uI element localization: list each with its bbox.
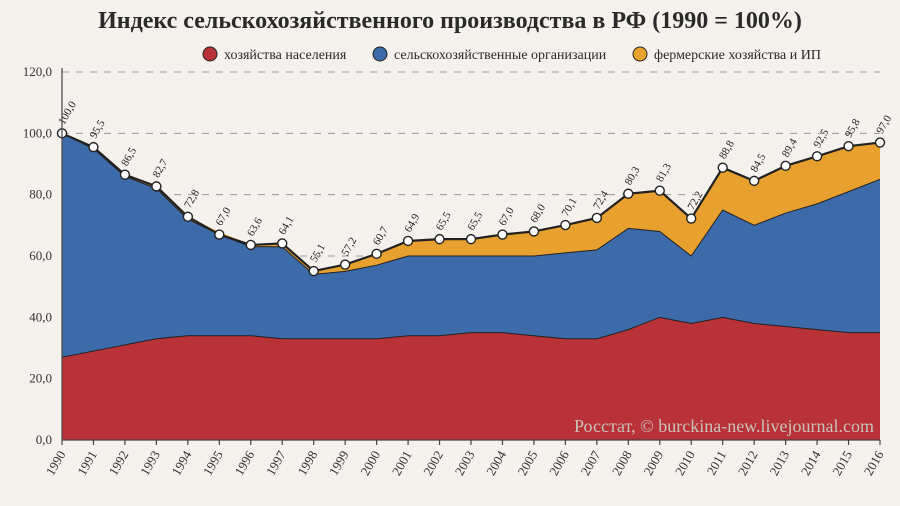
y-tick-label: 0,0 (36, 432, 52, 447)
legend-dot-orgs (373, 47, 387, 61)
watermark: Росстат, © burckina-new.livejournal.com (574, 416, 874, 436)
total-marker (781, 161, 790, 170)
total-marker (718, 163, 727, 172)
legend-dot-farms (633, 47, 647, 61)
y-tick-label: 60,0 (29, 248, 52, 263)
total-marker (246, 240, 255, 249)
total-marker (120, 170, 129, 179)
total-marker (89, 143, 98, 152)
total-marker (152, 182, 161, 191)
total-marker (529, 227, 538, 236)
total-marker (750, 176, 759, 185)
total-marker (183, 212, 192, 221)
total-marker (309, 267, 318, 276)
y-tick-label: 120,0 (23, 64, 52, 79)
legend-dot-households (203, 47, 217, 61)
total-marker (592, 213, 601, 222)
total-marker (813, 152, 822, 161)
total-marker (561, 221, 570, 230)
y-tick-label: 80,0 (29, 187, 52, 202)
y-tick-label: 40,0 (29, 309, 52, 324)
total-marker (341, 260, 350, 269)
total-marker (435, 235, 444, 244)
legend-label-households: хозяйства населения (224, 48, 347, 63)
total-marker (624, 189, 633, 198)
total-marker (278, 239, 287, 248)
total-marker (876, 138, 885, 147)
legend-label-orgs: сельскохозяйственные организации (394, 48, 607, 63)
total-marker (467, 235, 476, 244)
y-tick-label: 20,0 (29, 371, 52, 386)
total-marker (372, 249, 381, 258)
legend-label-farms: фермерские хозяйства и ИП (654, 48, 821, 63)
y-tick-label: 100,0 (23, 125, 52, 140)
total-marker (687, 214, 696, 223)
total-marker (215, 230, 224, 239)
total-marker (498, 230, 507, 239)
chart-title: Индекс сельскохозяйственного производств… (98, 8, 802, 34)
total-marker (655, 186, 664, 195)
total-marker (404, 236, 413, 245)
total-marker (844, 142, 853, 151)
agri-index-chart: Индекс сельскохозяйственного производств… (0, 0, 900, 506)
